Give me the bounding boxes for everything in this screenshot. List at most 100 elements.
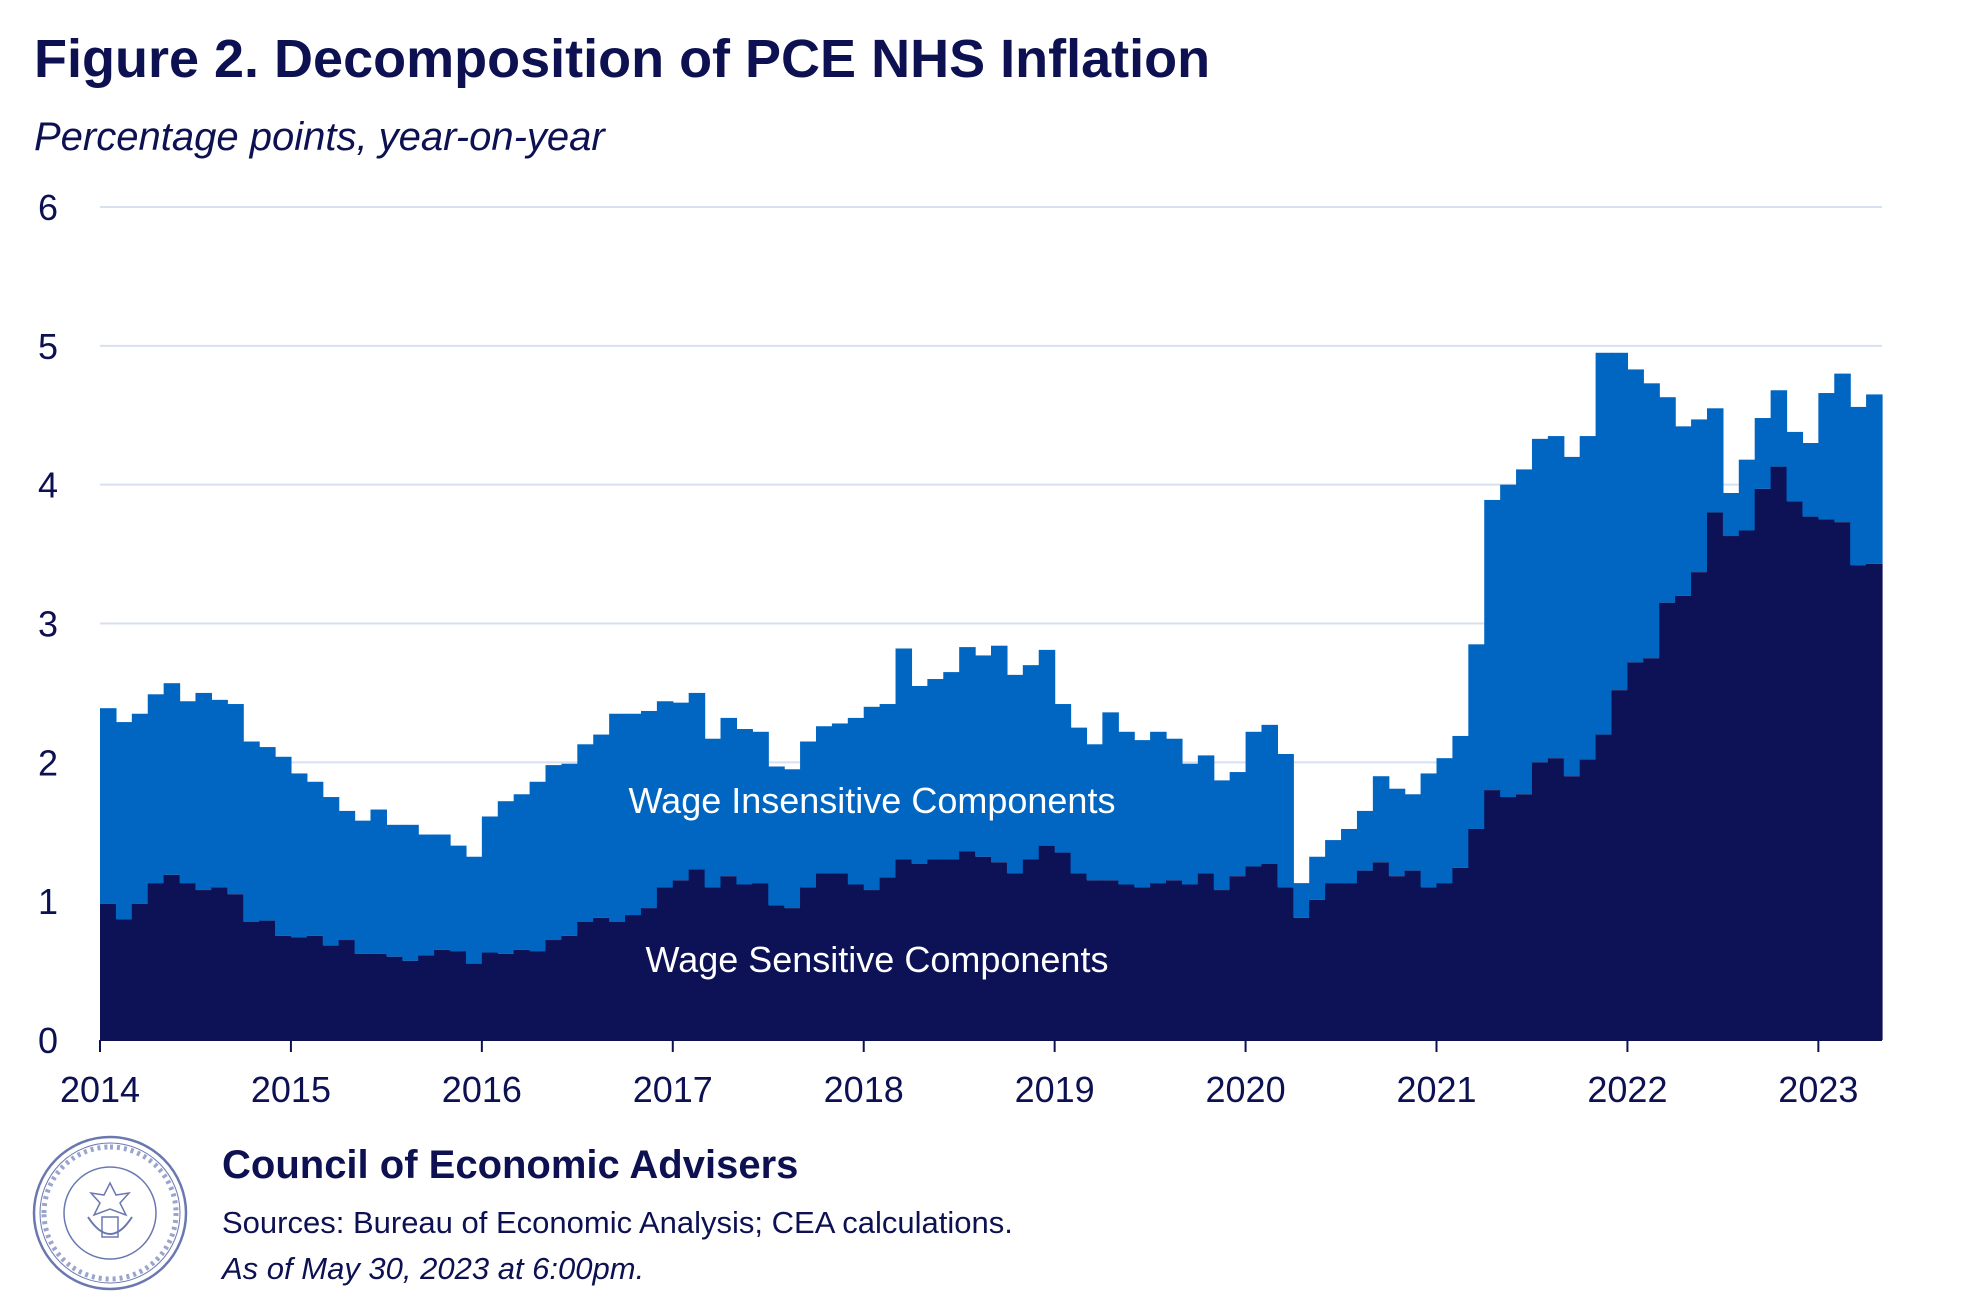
bar-wage-insensitive: [1166, 738, 1183, 881]
chart-title: Figure 2. Decomposition of PCE NHS Infla…: [34, 29, 1211, 89]
bar-wage-insensitive: [1659, 397, 1676, 603]
bar-wage-insensitive: [1516, 469, 1533, 795]
bar-wage-sensitive: [1754, 488, 1772, 1040]
x-tick-label: 2014: [60, 1069, 140, 1110]
bar-wage-insensitive: [1372, 776, 1390, 863]
bar-wage-sensitive: [1579, 759, 1597, 1040]
bar-wage-insensitive: [1229, 772, 1247, 877]
bar-wage-sensitive: [1786, 501, 1804, 1040]
bar-wage-sensitive: [1675, 595, 1692, 1040]
bar-wage-insensitive: [529, 781, 547, 952]
bar-wage-insensitive: [1595, 352, 1613, 735]
bar-wage-sensitive: [465, 963, 483, 1040]
bar-wage-insensitive: [879, 704, 897, 878]
bar-wage-sensitive: [1691, 572, 1708, 1040]
bar-wage-sensitive: [1166, 880, 1183, 1040]
bar-wage-sensitive: [131, 903, 149, 1040]
bar-wage-sensitive: [927, 859, 944, 1040]
bar-wage-sensitive: [115, 919, 133, 1040]
bar-wage-sensitive: [688, 869, 706, 1040]
bar-wage-insensitive: [1452, 735, 1469, 868]
sources-note: Sources: Bureau of Economic Analysis; CE…: [222, 1205, 1013, 1240]
bar-wage-insensitive: [1404, 794, 1422, 871]
bar-wage-sensitive: [609, 921, 626, 1040]
bar-wage-insensitive: [275, 756, 292, 936]
bar-wage-insensitive: [784, 769, 801, 909]
bar-wage-insensitive: [847, 717, 865, 885]
y-tick-label: 1: [38, 881, 58, 922]
bar-wage-sensitive: [100, 903, 117, 1040]
bar-wage-insensitive: [1261, 724, 1278, 864]
bar-wage-insensitive: [1579, 436, 1597, 760]
bar-wage-insensitive: [911, 685, 928, 864]
bar-wage-insensitive: [800, 741, 817, 888]
bar-wage-sensitive: [1611, 690, 1629, 1040]
bar-wage-sensitive: [1547, 758, 1565, 1040]
bar-wage-sensitive: [1738, 530, 1756, 1040]
bar-wage-sensitive: [943, 859, 960, 1040]
bar-wage-sensitive: [322, 945, 340, 1040]
bar-wage-sensitive: [704, 887, 722, 1040]
bar-wage-sensitive: [800, 887, 817, 1040]
bar-wage-sensitive: [338, 940, 356, 1040]
bar-wage-sensitive: [163, 874, 181, 1040]
bar-wage-sensitive: [1229, 876, 1247, 1040]
bar-wage-sensitive: [1452, 867, 1469, 1040]
bar-wage-insensitive: [704, 738, 722, 888]
y-tick-label: 5: [38, 326, 58, 367]
y-tick-label: 0: [38, 1020, 58, 1061]
bar-wage-sensitive: [815, 873, 833, 1040]
bar-wage-sensitive: [147, 883, 165, 1040]
x-tick-label: 2017: [633, 1069, 713, 1110]
cea-seal-icon: [32, 1135, 188, 1291]
bar-wage-sensitive: [736, 884, 753, 1040]
bar-wage-sensitive: [1484, 790, 1501, 1040]
x-tick-label: 2015: [251, 1069, 331, 1110]
x-tick-label: 2021: [1396, 1069, 1476, 1110]
bar-wage-insensitive: [1054, 704, 1072, 853]
bar-wage-insensitive: [1818, 393, 1835, 520]
bar-wage-sensitive: [227, 894, 244, 1040]
bar-wage-insensitive: [609, 713, 626, 922]
bar-wage-insensitive: [1468, 644, 1485, 829]
bar-wage-insensitive: [815, 726, 833, 874]
bar-wage-insensitive: [1213, 780, 1231, 891]
wage-insensitive-label: Wage Insensitive Components: [629, 780, 1116, 821]
bar-wage-insensitive: [1325, 840, 1342, 884]
y-tick-label: 2: [38, 742, 58, 783]
bar-wage-insensitive: [1277, 754, 1294, 888]
bar-wage-sensitive: [1706, 512, 1724, 1040]
bar-wage-sensitive: [195, 890, 212, 1040]
bar-wage-sensitive: [1643, 658, 1660, 1040]
bar-wage-insensitive: [672, 702, 690, 881]
bar-wage-sensitive: [1372, 862, 1390, 1040]
bar-wage-insensitive: [1691, 419, 1708, 573]
bar-wage-sensitive: [625, 915, 642, 1040]
bar-wage-insensitive: [1309, 856, 1326, 900]
bar-wage-insensitive: [322, 797, 340, 946]
bar-wage-insensitive: [195, 692, 212, 891]
bar-wage-insensitive: [1722, 492, 1740, 537]
bar-wage-sensitive: [879, 877, 897, 1040]
bar-wage-insensitive: [1531, 438, 1549, 763]
bar-wage-insensitive: [100, 708, 117, 904]
bar-wage-sensitive: [1070, 873, 1088, 1040]
bar-wage-insensitive: [831, 723, 849, 874]
bar-wage-insensitive: [1436, 758, 1454, 884]
bar-wage-sensitive: [1213, 890, 1231, 1040]
bar-wage-insensitive: [1006, 674, 1024, 874]
bar-wage-insensitive: [688, 692, 706, 870]
bar-wage-insensitive: [625, 713, 642, 916]
bar-wage-sensitive: [402, 960, 419, 1040]
bar-wage-insensitive: [1118, 731, 1135, 885]
bar-wage-sensitive: [1436, 883, 1454, 1040]
bar-wage-insensitive: [465, 856, 483, 964]
bar-wage-insensitive: [497, 801, 515, 954]
bar-wage-insensitive: [386, 824, 403, 957]
bar-wage-insensitive: [752, 731, 769, 884]
bar-wage-insensitive: [1356, 810, 1374, 871]
bar-wage-insensitive: [163, 683, 181, 875]
bar-wage-insensitive: [1388, 788, 1406, 877]
bar-wage-insensitive: [895, 648, 913, 860]
